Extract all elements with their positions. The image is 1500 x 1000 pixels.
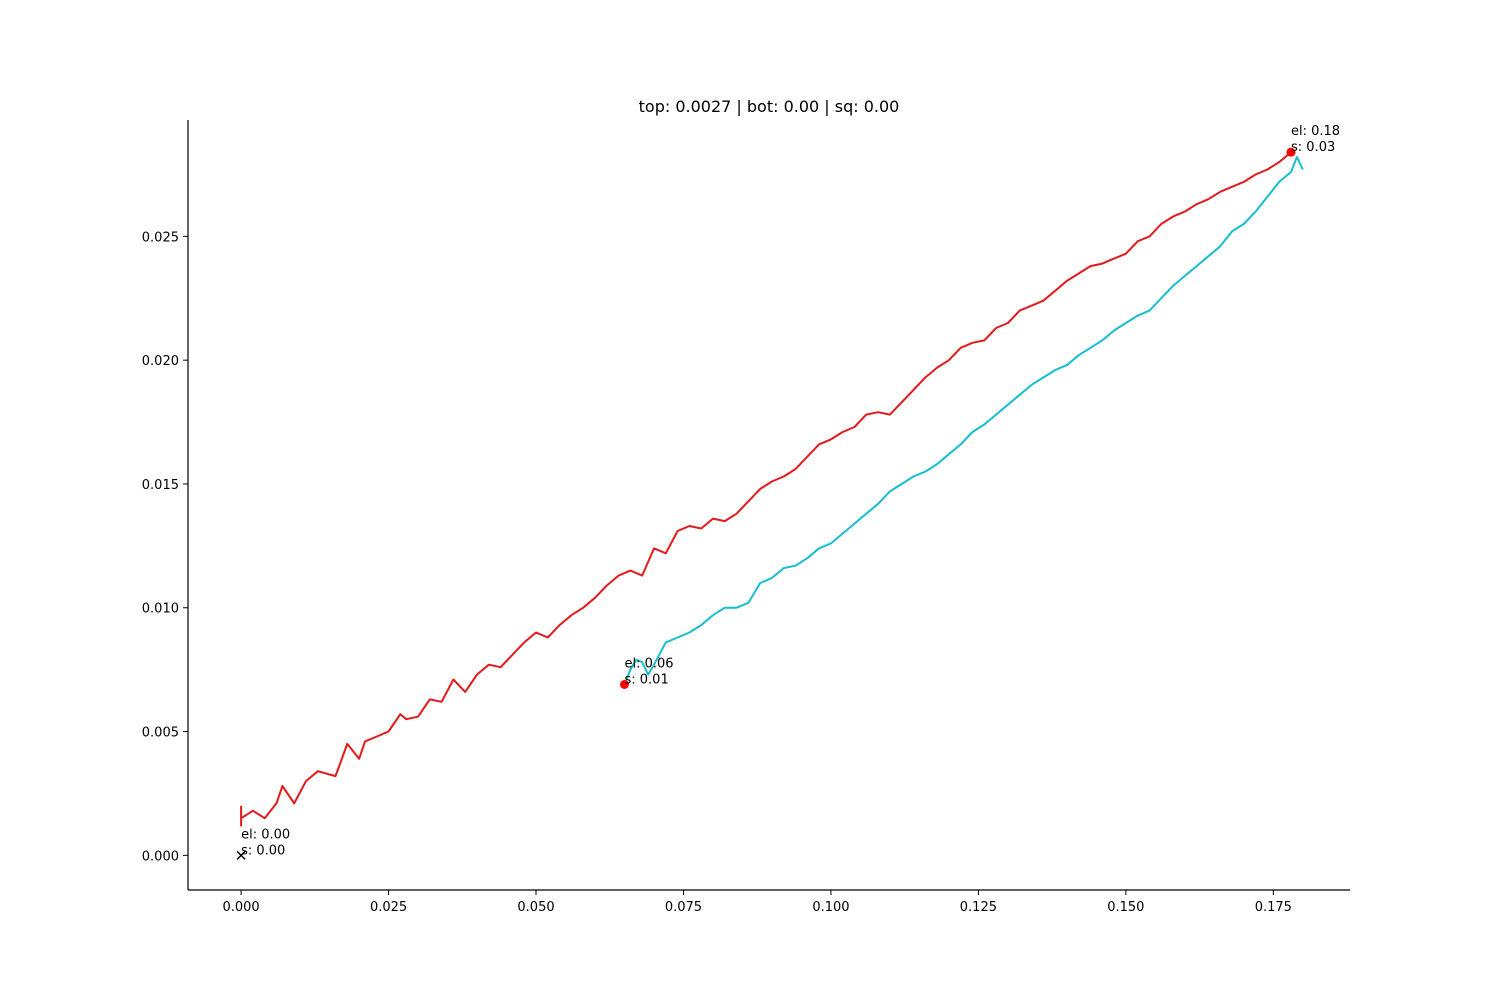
series-line-2	[623, 156, 1304, 685]
x-tick-label: 0.075	[665, 900, 702, 915]
x-tick-label: 0.150	[1107, 900, 1144, 915]
point-marker-3	[1286, 147, 1296, 157]
marker-annotation: el: 0.00	[241, 827, 290, 842]
y-tick-label: 0.020	[142, 354, 179, 369]
x-tick-label: 0.175	[1255, 900, 1292, 915]
marker-annotation: s: 0.00	[241, 843, 285, 858]
point-marker-2	[619, 680, 629, 690]
chart-title: top: 0.0027 | bot: 0.00 | sq: 0.00	[639, 97, 900, 116]
x-tick-label: 0.100	[812, 900, 849, 915]
marker-annotation: s: 0.03	[1291, 140, 1335, 155]
y-tick-label: 0.010	[142, 602, 179, 617]
start-marker	[236, 850, 246, 860]
y-tick-label: 0.000	[142, 849, 179, 864]
marker-layer: el: 0.00s: 0.00 el: 0.06s: 0.01 el: 0.18s:…	[236, 124, 1340, 860]
y-tick-label: 0.015	[142, 478, 179, 493]
x-tick-label: 0.000	[222, 900, 259, 915]
series-layer	[240, 151, 1304, 827]
y-tick-label: 0.025	[142, 230, 179, 245]
marker-annotation: el: 0.18	[1291, 124, 1340, 139]
x-tick-label: 0.025	[370, 900, 407, 915]
series-line-1	[240, 151, 1292, 827]
marker-annotation: el: 0.06	[624, 657, 673, 672]
start-marker-stroke	[236, 850, 246, 860]
y-tick-label: 0.005	[142, 726, 179, 741]
marker-annotation: s: 0.01	[624, 673, 668, 688]
axes: 0.000 0.025 0.050 0.075 0.100 0.125 0.150 0.175…	[142, 120, 1350, 915]
x-tick-label: 0.125	[960, 900, 997, 915]
x-tick-label: 0.050	[517, 900, 554, 915]
